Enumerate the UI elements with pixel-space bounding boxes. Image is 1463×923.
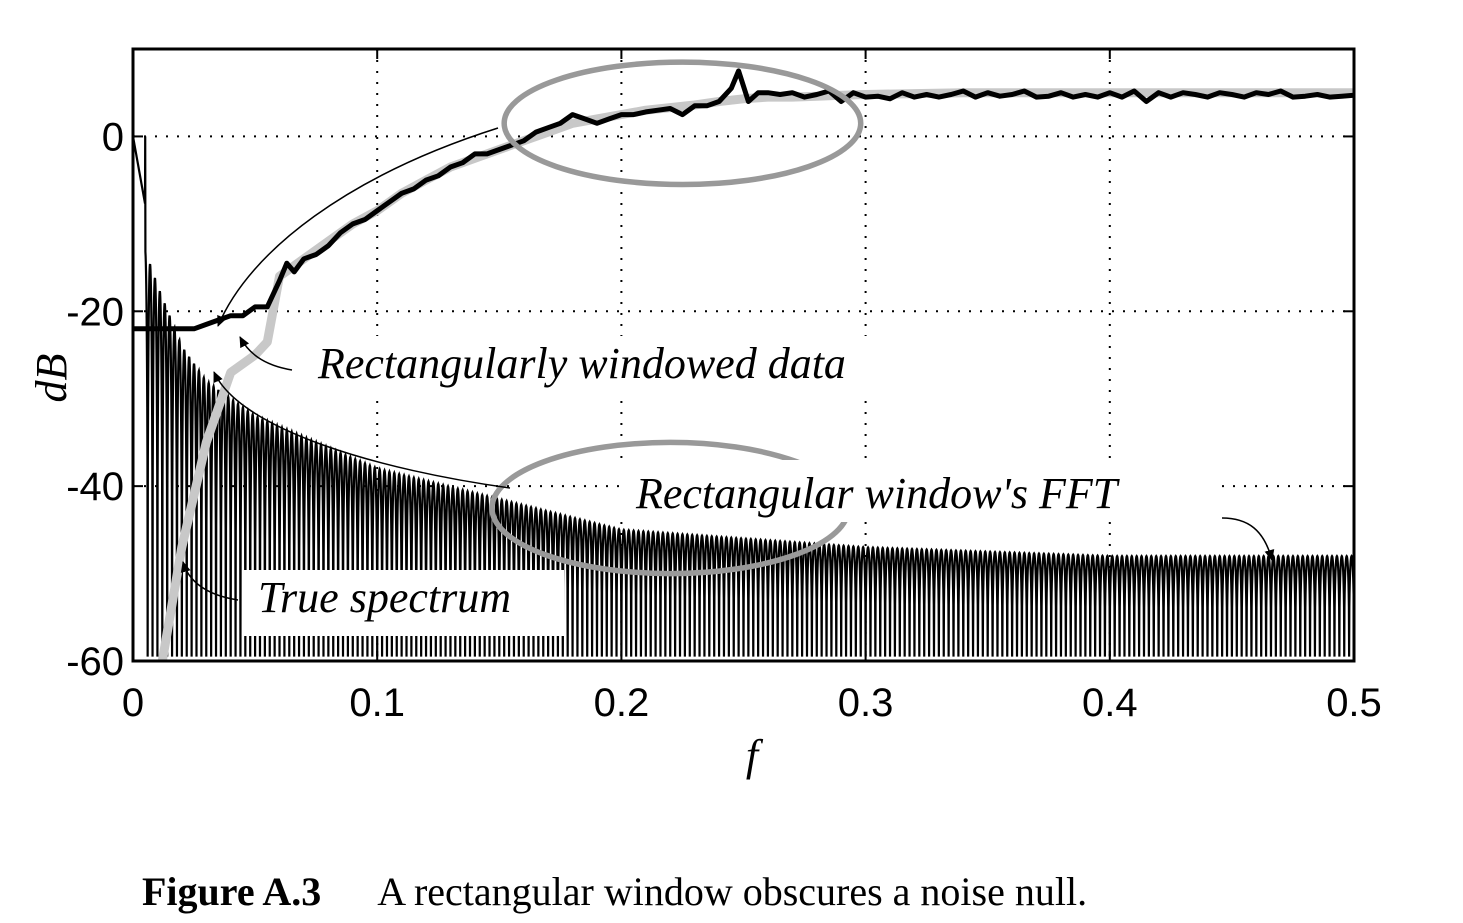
- chart: Rectangularly windowed data Rectangular w…: [27, 47, 1382, 780]
- annotation-leader-arrow: [213, 371, 511, 489]
- x-tick-label: 0.1: [349, 681, 405, 725]
- annotation-leader-arrow: [217, 127, 499, 327]
- figure-caption: Figure A.3 A rectangular window obscures …: [142, 868, 1087, 915]
- y-axis-title: dB: [27, 354, 76, 403]
- annotation-label: Rectangular window's FFT: [635, 469, 1121, 518]
- x-tick-label: 0.3: [838, 681, 894, 725]
- plot-frame: [131, 47, 1356, 663]
- annotation-leader-arrow: [180, 561, 239, 601]
- highlight-ellipse-1: [501, 59, 864, 188]
- annotation-label: Rectangularly windowed data: [317, 339, 846, 388]
- series-layer: [133, 68, 1354, 661]
- annotation-label-background: [312, 336, 932, 394]
- annotation-leader-arrow: [1221, 517, 1275, 561]
- x-tick-label: 0: [122, 681, 144, 725]
- annotation-1: Rectangularly windowed data: [217, 127, 932, 394]
- annotation-leader-arrow: [239, 336, 293, 371]
- annotation-3: True spectrum: [180, 561, 564, 636]
- figure-number: Figure A.3: [142, 869, 322, 914]
- annotation-label-background: [244, 570, 564, 636]
- annotation-layer: Rectangularly windowed data Rectangular w…: [180, 59, 1275, 636]
- y-tick-label: -40: [66, 465, 124, 509]
- y-tick-label: -60: [66, 640, 124, 684]
- annotation-2: Rectangular window's FFT: [213, 371, 1275, 561]
- annotation-label: True spectrum: [258, 573, 511, 622]
- x-tick-label: 0.4: [1082, 681, 1138, 725]
- x-tick-label: 0.2: [594, 681, 650, 725]
- series-rectangularly-windowed-data: [133, 68, 1354, 332]
- x-tick-label: 0.5: [1326, 681, 1382, 725]
- annotation-label-background: [620, 460, 1216, 522]
- x-axis-title: f: [746, 731, 764, 780]
- y-tick-label: -20: [66, 290, 124, 334]
- caption-text: A rectangular window obscures a noise nu…: [377, 869, 1088, 914]
- y-tick-label: 0: [102, 115, 124, 159]
- series-rectangular-window-fft: [133, 136, 1354, 657]
- ticks: 0 0.1 0.2 0.3 0.4 0.5 -60 -40 -20 0: [66, 49, 1382, 725]
